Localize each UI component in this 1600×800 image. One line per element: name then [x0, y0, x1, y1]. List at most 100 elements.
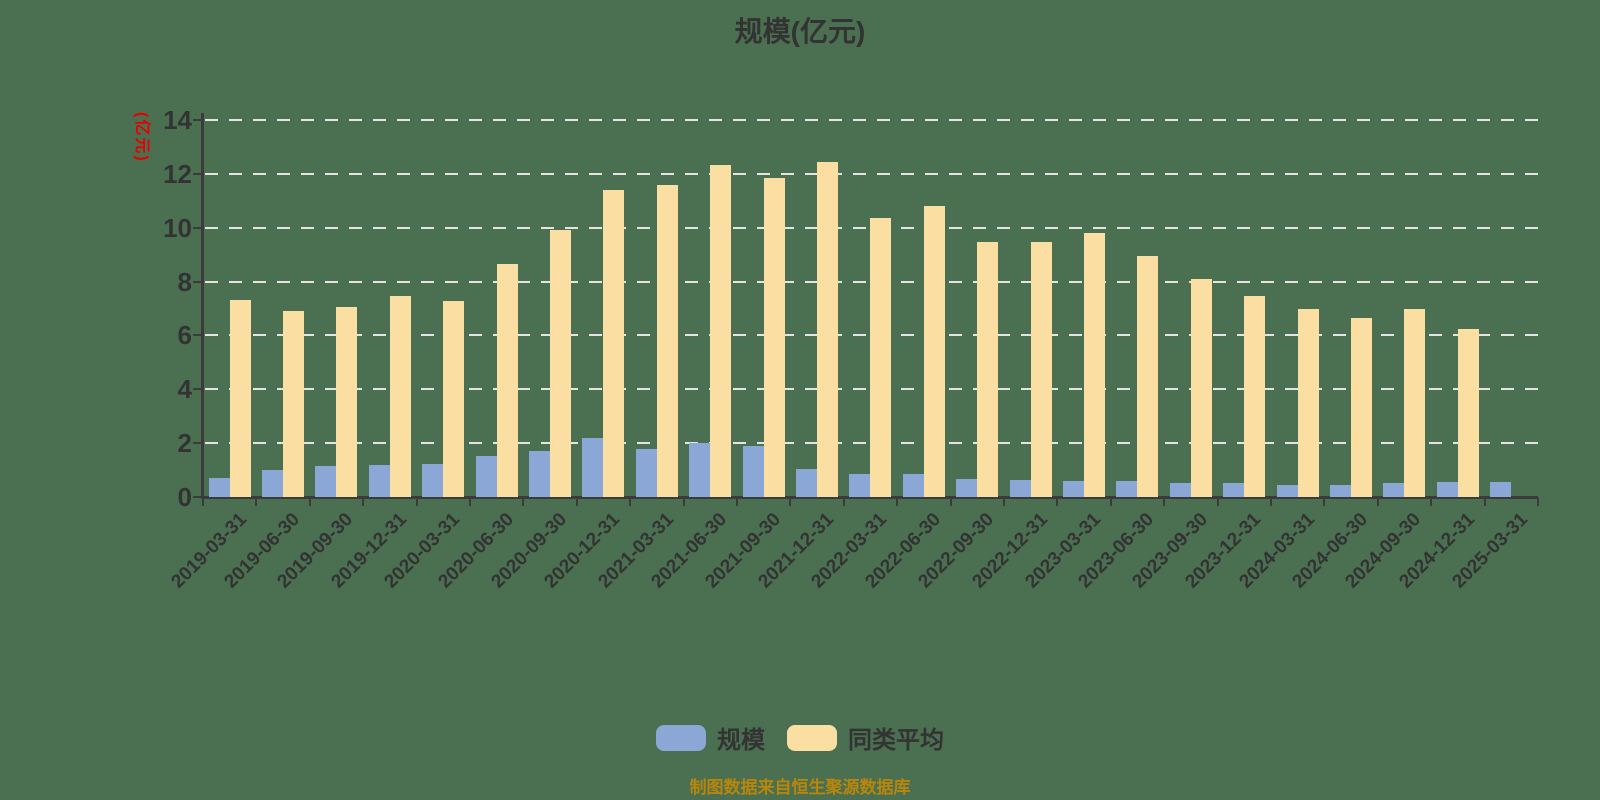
bar-scale[interactable] [796, 469, 818, 497]
bar-group [1378, 80, 1431, 497]
bar-scale[interactable] [1169, 483, 1191, 497]
bar-scale[interactable] [635, 449, 657, 497]
bar-category-average[interactable] [550, 229, 572, 497]
x-axis-tick-mark [1270, 498, 1272, 506]
bar-category-average[interactable] [1351, 318, 1373, 497]
bar-group [417, 80, 470, 497]
x-axis-line [201, 496, 1538, 499]
bar-group [844, 80, 897, 497]
legend-label-category-average: 同类平均 [848, 727, 944, 754]
x-axis-tick-mark [629, 498, 632, 506]
y-axis-tick-mark [193, 172, 202, 175]
bar-category-average[interactable] [1244, 296, 1266, 497]
bar-scale[interactable] [368, 464, 390, 497]
bar-group [630, 80, 683, 497]
bar-scale[interactable] [1436, 482, 1458, 497]
x-axis-tick-mark [202, 498, 204, 506]
legend-item-scale[interactable]: 规模 [656, 720, 765, 755]
bar-group [684, 80, 737, 497]
x-axis-tick-mark [1483, 498, 1486, 506]
bar-category-average[interactable] [1297, 309, 1319, 497]
x-axis-tick-mark [1323, 498, 1326, 506]
x-axis-tick-mark [736, 498, 738, 506]
bar-category-average[interactable] [817, 162, 839, 497]
bar-scale[interactable] [208, 477, 230, 497]
bar-scale[interactable] [422, 463, 444, 497]
bar-scale[interactable] [1490, 482, 1512, 497]
bar-scale[interactable] [742, 446, 764, 497]
y-axis-tick-label: 6 [177, 320, 192, 351]
bar-category-average[interactable] [283, 311, 305, 497]
data-source-note: 制图数据来自恒生聚源数据库 [689, 778, 911, 797]
bar-category-average[interactable] [656, 185, 678, 497]
bar-category-average[interactable] [1457, 328, 1479, 497]
bar-scale[interactable] [262, 469, 284, 497]
y-axis-tick-label: 0 [177, 482, 192, 512]
x-axis-tick-mark [1537, 498, 1539, 506]
x-axis-tick-mark [1056, 498, 1059, 506]
bar-scale[interactable] [1116, 480, 1138, 497]
bar-category-average[interactable] [977, 241, 999, 497]
bar-category-average[interactable] [389, 296, 411, 497]
bar-scale[interactable] [1383, 483, 1405, 497]
bar-scale[interactable] [315, 466, 337, 497]
bar-group [1431, 80, 1484, 497]
bar-scale[interactable] [1276, 484, 1298, 497]
bar-group [523, 80, 576, 497]
bar-scale[interactable] [1063, 480, 1085, 497]
bar-scale[interactable] [902, 473, 924, 497]
bar-scale[interactable] [956, 478, 978, 497]
bar-category-average[interactable] [1030, 241, 1052, 497]
bar-category-average[interactable] [1137, 256, 1159, 497]
x-axis-tick-mark [362, 498, 365, 506]
y-axis-tick-label: 2 [177, 428, 192, 459]
bar-category-average[interactable] [710, 164, 732, 497]
x-axis-tick-mark [308, 498, 311, 506]
bar-scale[interactable] [689, 443, 711, 497]
bar-scale[interactable] [1223, 483, 1245, 497]
bar-category-average[interactable] [923, 206, 945, 497]
x-axis-tick-mark [469, 498, 471, 506]
x-axis-tick-mark [789, 498, 792, 506]
y-axis-tick-mark [193, 280, 202, 283]
bar-group [1004, 80, 1057, 497]
bar-group [951, 80, 1004, 497]
bar-scale[interactable] [849, 474, 871, 497]
bar-scale[interactable] [475, 456, 497, 497]
bar-category-average[interactable] [336, 307, 358, 497]
bar-category-average[interactable] [763, 177, 785, 497]
bar-category-average[interactable] [496, 264, 518, 497]
bar-scale[interactable] [529, 451, 551, 497]
bar-group [203, 80, 256, 497]
bar-group [577, 80, 630, 497]
x-axis-tick-mark [1109, 498, 1112, 506]
bar-group [897, 80, 950, 497]
bar-group [1164, 80, 1217, 497]
bar-scale[interactable] [1009, 479, 1031, 497]
y-axis-tick-label: 14 [163, 105, 192, 135]
bar-group [1271, 80, 1324, 497]
bar-category-average[interactable] [603, 190, 625, 497]
bar-group [1324, 80, 1377, 497]
bar-category-average[interactable] [1404, 309, 1426, 497]
bar-category-average[interactable] [1084, 233, 1106, 497]
x-axis-tick-mark [1376, 498, 1379, 506]
legend: 规模 同类平均 [0, 720, 1600, 755]
bar-category-average[interactable] [870, 218, 892, 497]
bar-scale[interactable] [1330, 484, 1352, 497]
legend-item-category-average[interactable]: 同类平均 [787, 720, 944, 755]
bar-group [363, 80, 416, 497]
y-axis-tick-label: 8 [177, 266, 192, 297]
y-axis-tick-mark [193, 119, 202, 121]
x-axis-tick-mark [415, 498, 418, 506]
bar-category-average[interactable] [229, 300, 251, 497]
bar-category-average[interactable] [443, 301, 465, 497]
x-axis-tick-mark [842, 498, 845, 506]
legend-label-scale: 规模 [717, 727, 765, 754]
scale-series-swatch [656, 724, 706, 751]
bar-scale[interactable] [582, 437, 604, 497]
bar-group [310, 80, 363, 497]
bar-group [1485, 80, 1538, 497]
bar-category-average[interactable] [1190, 279, 1212, 497]
